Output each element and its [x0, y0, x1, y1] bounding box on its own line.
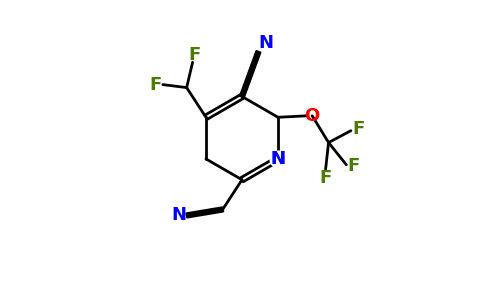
Text: F: F	[352, 120, 364, 138]
Text: N: N	[258, 34, 273, 52]
Text: F: F	[348, 157, 360, 175]
Text: N: N	[171, 206, 186, 224]
Text: F: F	[319, 169, 332, 187]
Text: O: O	[304, 107, 319, 125]
Text: N: N	[271, 150, 286, 168]
Text: F: F	[149, 76, 162, 94]
Text: N: N	[271, 150, 286, 168]
Text: F: F	[188, 46, 200, 64]
